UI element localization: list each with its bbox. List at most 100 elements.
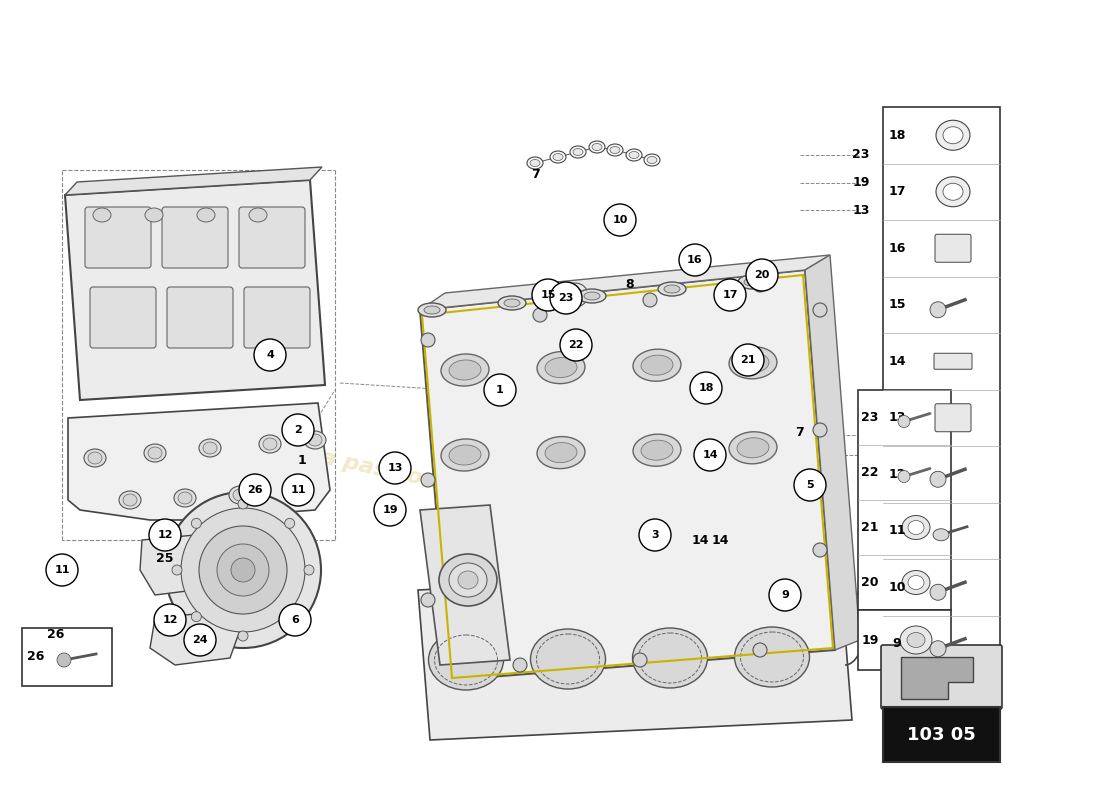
Text: 14: 14: [702, 450, 718, 460]
Ellipse shape: [537, 351, 585, 384]
Ellipse shape: [565, 330, 591, 354]
Circle shape: [732, 344, 764, 376]
Text: 18: 18: [698, 383, 714, 393]
Circle shape: [254, 339, 286, 371]
Text: 8: 8: [626, 278, 635, 291]
Ellipse shape: [729, 346, 777, 379]
Text: 19: 19: [852, 177, 870, 190]
Circle shape: [769, 579, 801, 611]
Text: 16: 16: [889, 242, 905, 254]
FancyBboxPatch shape: [858, 610, 952, 670]
Text: 1: 1: [496, 385, 504, 395]
Text: 26: 26: [47, 629, 65, 642]
Ellipse shape: [735, 627, 810, 687]
Ellipse shape: [573, 149, 583, 155]
Circle shape: [282, 474, 314, 506]
FancyBboxPatch shape: [22, 628, 112, 686]
Text: 12: 12: [889, 468, 905, 481]
Circle shape: [930, 302, 946, 318]
Text: 10: 10: [889, 581, 905, 594]
Text: 12: 12: [163, 615, 178, 625]
Circle shape: [679, 244, 711, 276]
Circle shape: [632, 653, 647, 667]
Circle shape: [604, 204, 636, 236]
Circle shape: [690, 372, 722, 404]
Polygon shape: [65, 180, 324, 400]
Text: 11: 11: [889, 524, 905, 538]
Ellipse shape: [544, 358, 578, 378]
Polygon shape: [901, 657, 974, 699]
Polygon shape: [420, 270, 835, 680]
Polygon shape: [420, 255, 830, 310]
Ellipse shape: [584, 292, 600, 300]
Circle shape: [231, 558, 255, 582]
Circle shape: [754, 643, 767, 657]
Circle shape: [694, 439, 726, 471]
FancyBboxPatch shape: [883, 707, 1000, 762]
Ellipse shape: [738, 275, 766, 289]
Circle shape: [165, 492, 321, 648]
Text: 9: 9: [781, 590, 789, 600]
Ellipse shape: [610, 146, 620, 154]
Ellipse shape: [607, 144, 623, 156]
Circle shape: [794, 469, 826, 501]
Ellipse shape: [902, 570, 930, 594]
Ellipse shape: [729, 432, 777, 464]
Ellipse shape: [418, 303, 446, 317]
FancyBboxPatch shape: [935, 234, 971, 262]
Ellipse shape: [908, 633, 925, 647]
Ellipse shape: [578, 289, 606, 303]
Ellipse shape: [178, 492, 192, 504]
Circle shape: [560, 329, 592, 361]
FancyBboxPatch shape: [167, 287, 233, 348]
Circle shape: [813, 543, 827, 557]
Text: 7: 7: [530, 169, 539, 182]
Text: 12: 12: [157, 530, 173, 540]
Ellipse shape: [936, 177, 970, 206]
Text: 25: 25: [156, 551, 174, 565]
FancyBboxPatch shape: [239, 207, 305, 268]
Ellipse shape: [439, 554, 497, 606]
Ellipse shape: [441, 439, 490, 471]
Ellipse shape: [933, 529, 949, 541]
Ellipse shape: [588, 141, 605, 153]
Ellipse shape: [263, 438, 277, 450]
Ellipse shape: [902, 515, 930, 539]
Ellipse shape: [199, 439, 221, 457]
Circle shape: [238, 499, 248, 509]
Circle shape: [57, 653, 72, 667]
Ellipse shape: [84, 449, 106, 467]
Text: 2: 2: [294, 425, 301, 435]
Text: a passion for cars: a passion for cars: [319, 447, 541, 513]
Ellipse shape: [644, 154, 660, 166]
FancyBboxPatch shape: [935, 404, 971, 432]
FancyBboxPatch shape: [90, 287, 156, 348]
Circle shape: [644, 293, 657, 307]
Text: 13: 13: [387, 463, 403, 473]
Ellipse shape: [562, 283, 588, 307]
Circle shape: [484, 374, 516, 406]
Text: 19: 19: [382, 505, 398, 515]
Ellipse shape: [148, 447, 162, 459]
Ellipse shape: [908, 575, 924, 590]
Circle shape: [930, 471, 946, 487]
Ellipse shape: [504, 299, 520, 307]
Text: 16: 16: [688, 255, 703, 265]
Ellipse shape: [744, 278, 760, 286]
Text: 24: 24: [192, 635, 208, 645]
Circle shape: [898, 470, 910, 482]
Ellipse shape: [537, 437, 585, 469]
Circle shape: [184, 624, 216, 656]
Ellipse shape: [229, 486, 251, 504]
Text: 3: 3: [651, 530, 659, 540]
Ellipse shape: [530, 159, 540, 166]
Circle shape: [746, 259, 778, 291]
Text: 21: 21: [861, 521, 879, 534]
Ellipse shape: [570, 335, 586, 349]
Polygon shape: [418, 570, 852, 740]
Ellipse shape: [449, 445, 481, 465]
Circle shape: [217, 544, 270, 596]
Text: 22: 22: [861, 466, 879, 479]
Ellipse shape: [94, 208, 111, 222]
Polygon shape: [805, 255, 860, 650]
